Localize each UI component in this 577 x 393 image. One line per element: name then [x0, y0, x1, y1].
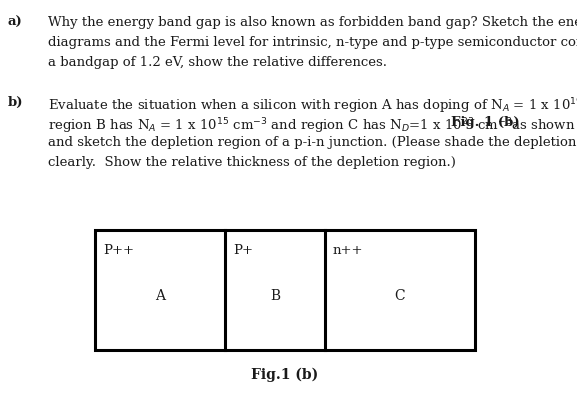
Text: B: B	[270, 289, 280, 303]
Text: a): a)	[8, 16, 23, 29]
Bar	[95, 230, 475, 350]
Text: A: A	[155, 289, 165, 303]
Text: P+: P+	[233, 244, 253, 257]
Text: C: C	[395, 289, 405, 303]
Text: n++: n++	[333, 244, 364, 257]
Text: a bandgap of 1.2 eV, show the relative differences.: a bandgap of 1.2 eV, show the relative d…	[48, 56, 387, 69]
Text: b): b)	[8, 96, 24, 109]
Text: region B has N$_{A}$ = 1 x 10$^{15}$ cm$^{-3}$ and region C has N$_{D}$=1 x 10$^: region B has N$_{A}$ = 1 x 10$^{15}$ cm$…	[48, 116, 577, 136]
Text: Fig. 1 (b): Fig. 1 (b)	[451, 116, 520, 129]
Text: Evaluate the situation when a silicon with region A has doping of N$_{A}$ = 1 x : Evaluate the situation when a silicon wi…	[48, 96, 577, 116]
Text: clearly.  Show the relative thickness of the depletion region.): clearly. Show the relative thickness of …	[48, 156, 456, 169]
Text: Why the energy band gap is also known as forbidden band gap? Sketch the energy b: Why the energy band gap is also known as…	[48, 16, 577, 29]
Text: P++: P++	[103, 244, 134, 257]
Text: diagrams and the Fermi level for intrinsic, n-type and p-type semiconductor cons: diagrams and the Fermi level for intrins…	[48, 36, 577, 49]
Text: and sketch the depletion region of a p-i-n junction. (Please shade the depletion: and sketch the depletion region of a p-i…	[48, 136, 577, 149]
Text: Fig.1 (b): Fig.1 (b)	[252, 368, 319, 382]
